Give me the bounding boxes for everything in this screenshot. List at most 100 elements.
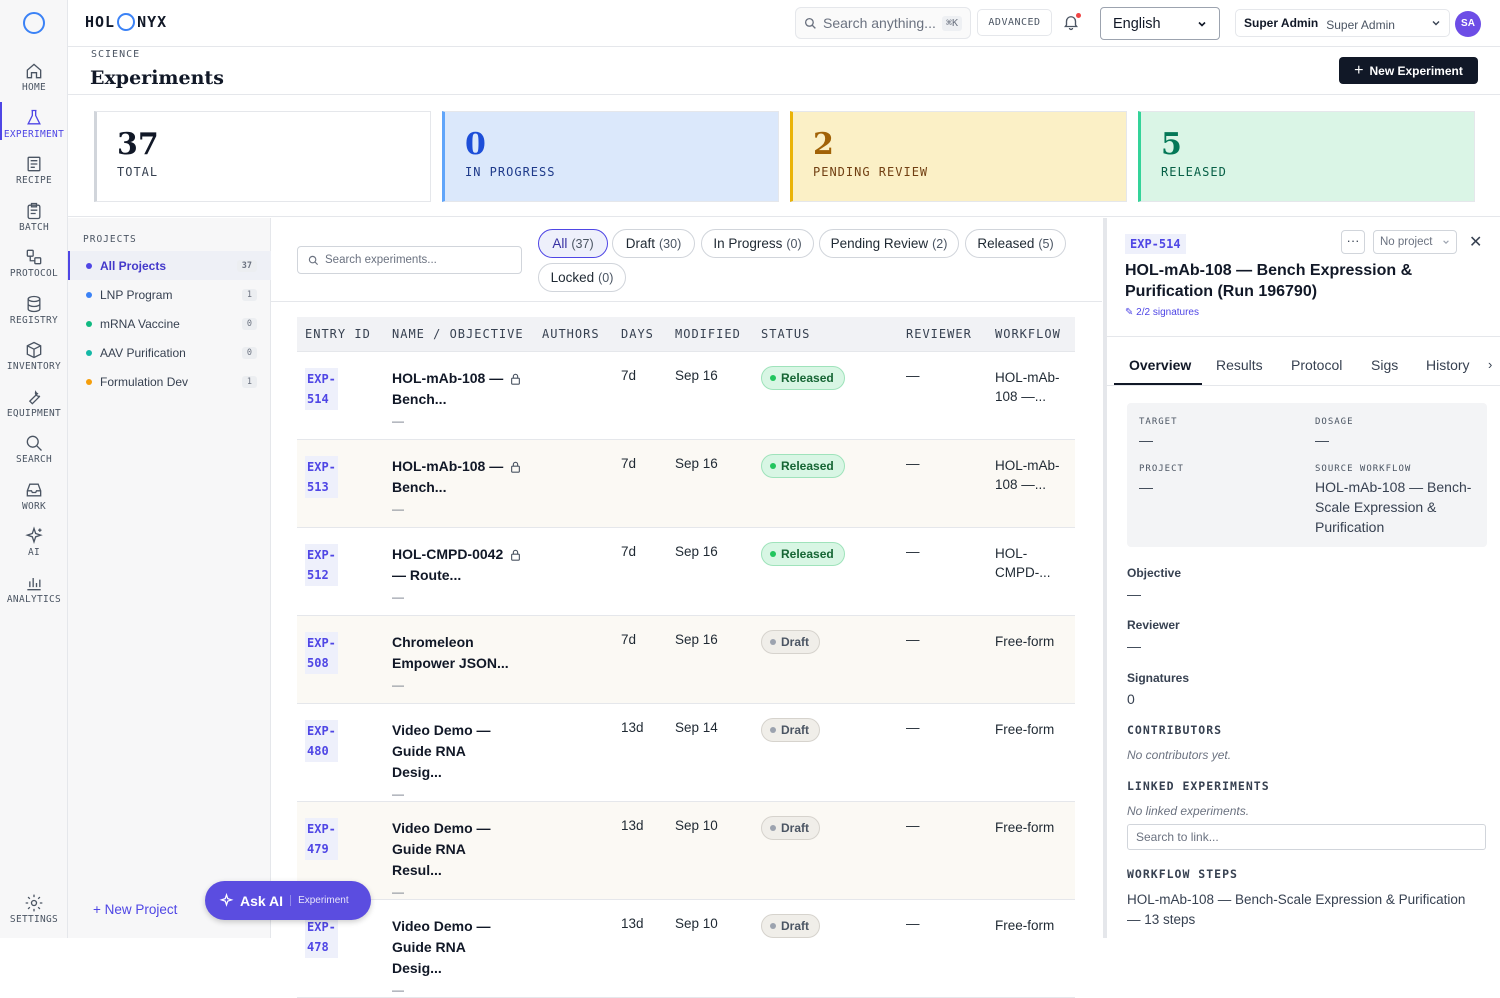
breadcrumb[interactable]: SCIENCE <box>91 49 141 60</box>
table-row[interactable]: EXP- 514 HOL-mAb-108 — Bench... — 7d Sep 16 Re… <box>297 351 1075 440</box>
status-dot <box>770 825 776 832</box>
name-cell: HOL-mAb-108 — Bench... — <box>384 351 534 440</box>
table-row[interactable]: EXP- 513 HOL-mAb-108 — Bench... — 7d Sep 16 Re… <box>297 439 1075 528</box>
entry-id-number: 514 <box>307 391 329 406</box>
tab-history[interactable]: History <box>1426 357 1470 373</box>
experiment-name[interactable]: HOL-mAb-108 — Bench... <box>392 457 504 495</box>
new-project-button[interactable]: + New Project <box>93 902 178 917</box>
status-dot <box>770 375 776 382</box>
link-search-input[interactable]: Search to link... <box>1127 824 1486 850</box>
name-cell: Video Demo — Guide RNA Desig... — <box>384 703 534 802</box>
project-item[interactable]: AAV Purification 0 <box>68 338 271 367</box>
entry-id[interactable]: EXP- 513 <box>305 455 338 498</box>
rail-item-settings[interactable]: SETTINGS <box>0 893 68 925</box>
filter-pill-in-progress[interactable]: In Progress (0) <box>701 229 814 258</box>
experiment-name[interactable]: Video Demo — Guide RNA Desig... <box>392 917 491 976</box>
rail-item-equipment[interactable]: EQUIPMENT <box>0 387 68 419</box>
entry-id[interactable]: EXP- 480 <box>305 719 338 762</box>
stat-label: PENDING REVIEW <box>813 165 929 179</box>
table-row[interactable]: EXP- 479 Video Demo — Guide RNA Resul... — 1… <box>297 801 1075 900</box>
active-tab-indicator <box>1114 383 1202 385</box>
rail-item-experiment[interactable]: EXPERIMENT <box>0 101 68 140</box>
column-header[interactable]: WORKFLOW <box>987 317 1075 352</box>
table-row[interactable]: EXP- 508 Chromeleon Empower JSON... — 7d Sep … <box>297 615 1075 704</box>
project-select[interactable]: No project <box>1373 230 1457 254</box>
avatar[interactable]: SA <box>1455 11 1481 37</box>
reviewer-cell: — <box>898 527 987 616</box>
column-header[interactable]: STATUS <box>753 317 898 352</box>
project-item[interactable]: Formulation Dev 1 <box>68 367 271 396</box>
experiment-name[interactable]: Video Demo — Guide RNA Desig... <box>392 721 491 780</box>
filter-pill-pending-review[interactable]: Pending Review (2) <box>819 229 959 258</box>
new-experiment-button[interactable]: + New Experiment <box>1339 57 1478 84</box>
entry-id[interactable]: EXP- 514 <box>305 367 338 410</box>
chevron-right-icon[interactable]: › <box>1488 357 1493 372</box>
rail-item-home[interactable]: HOME <box>0 61 68 93</box>
filter-pill-locked[interactable]: Locked (0) <box>538 263 626 292</box>
language-select[interactable]: English <box>1100 7 1220 40</box>
rail-item-recipe[interactable]: RECIPE <box>0 154 68 186</box>
rail-item-protocol[interactable]: PROTOCOL <box>0 247 68 279</box>
entry-id[interactable]: EXP- 508 <box>305 631 338 674</box>
stat-card-released[interactable]: 5 RELEASED <box>1138 111 1475 202</box>
experiment-name[interactable]: Video Demo — Guide RNA Resul... <box>392 819 491 878</box>
entry-id[interactable]: EXP- 479 <box>305 817 338 860</box>
project-color-dot <box>86 349 92 356</box>
rail-item-registry[interactable]: REGISTRY <box>0 294 68 326</box>
rail-item-analytics[interactable]: ANALYTICS <box>0 573 68 605</box>
tab-overview[interactable]: Overview <box>1129 357 1192 373</box>
stat-card-in-progress[interactable]: 0 IN PROGRESS <box>442 111 779 202</box>
plus-icon: + <box>1354 61 1364 79</box>
projects-heading: PROJECTS <box>83 234 137 245</box>
advanced-search-button[interactable]: ADVANCED <box>977 9 1052 36</box>
experiment-name[interactable]: HOL-CMPD-0042 — Route... <box>392 545 504 583</box>
stat-card-pending-review[interactable]: 2 PENDING REVIEW <box>790 111 1127 202</box>
experiment-list: Search experiments... All (37) Draft (30) In… <box>271 218 1102 998</box>
project-color-dot <box>86 291 92 298</box>
experiment-name[interactable]: HOL-mAb-108 — Bench... <box>392 369 504 407</box>
notifications-button[interactable] <box>1062 13 1081 31</box>
app-logo[interactable] <box>23 12 45 34</box>
column-header[interactable]: MODIFIED <box>667 317 753 352</box>
experiment-search-input[interactable]: Search experiments... <box>297 246 522 274</box>
project-item[interactable]: LNP Program 1 <box>68 280 271 309</box>
tab-protocol[interactable]: Protocol <box>1291 357 1343 373</box>
tab-results[interactable]: Results <box>1216 357 1263 373</box>
column-header[interactable]: REVIEWER <box>898 317 987 352</box>
filter-pill-all[interactable]: All (37) <box>538 229 608 258</box>
project-label: PROJECT <box>1139 464 1184 474</box>
entry-id[interactable]: EXP- 478 <box>305 915 338 958</box>
project-item[interactable]: All Projects 37 <box>68 251 271 280</box>
global-search-input[interactable]: Search anything... ⌘K <box>795 7 971 39</box>
rail-item-search[interactable]: SEARCH <box>0 433 68 465</box>
stat-card-total[interactable]: 37 TOTAL <box>94 111 431 202</box>
brand-logo[interactable]: HOL NYX <box>85 13 167 31</box>
table-row[interactable]: EXP- 512 HOL-CMPD-0042 — Route... — 7d Sep 16… <box>297 527 1075 616</box>
tab-sigs[interactable]: Sigs <box>1371 357 1399 373</box>
rail-item-batch[interactable]: BATCH <box>0 201 68 233</box>
project-name: LNP Program <box>100 287 173 302</box>
signatures-link[interactable]: ✎ 2/2 signatures <box>1125 307 1199 318</box>
filter-pill-draft[interactable]: Draft (30) <box>612 229 695 258</box>
rail-item-label: RECIPE <box>15 175 53 186</box>
ask-ai-button[interactable]: Ask AI Experiment <box>205 881 371 920</box>
table-row[interactable]: EXP- 478 Video Demo — Guide RNA Desig... — 1… <box>297 899 1075 998</box>
close-icon[interactable]: ✕ <box>1469 234 1483 251</box>
table-row[interactable]: EXP- 480 Video Demo — Guide RNA Desig... — 1… <box>297 703 1075 802</box>
more-options-button[interactable]: ··· <box>1341 230 1365 254</box>
rail-item-work[interactable]: WORK <box>0 480 68 512</box>
rail-item-ai[interactable]: AI <box>0 526 68 558</box>
filter-pill-released[interactable]: Released (5) <box>965 229 1066 258</box>
column-header[interactable]: DAYS <box>613 317 667 352</box>
column-header[interactable]: ENTRY ID <box>297 317 384 352</box>
rail-item-inventory[interactable]: INVENTORY <box>0 340 68 372</box>
column-header[interactable]: AUTHORS <box>534 317 613 352</box>
name-cell: HOL-mAb-108 — Bench... — <box>384 439 534 528</box>
source-workflow-value[interactable]: HOL-mAb-108 — Bench-Scale Expression & P… <box>1315 479 1472 535</box>
entry-id-prefix: EXP- <box>307 547 336 562</box>
entry-id[interactable]: EXP- 512 <box>305 543 338 586</box>
column-header[interactable]: NAME / OBJECTIVE <box>384 317 534 352</box>
user-menu[interactable]: Super Admin Super Admin <box>1235 9 1450 37</box>
experiment-name[interactable]: Chromeleon Empower JSON... <box>392 633 509 671</box>
project-item[interactable]: mRNA Vaccine 0 <box>68 309 271 338</box>
